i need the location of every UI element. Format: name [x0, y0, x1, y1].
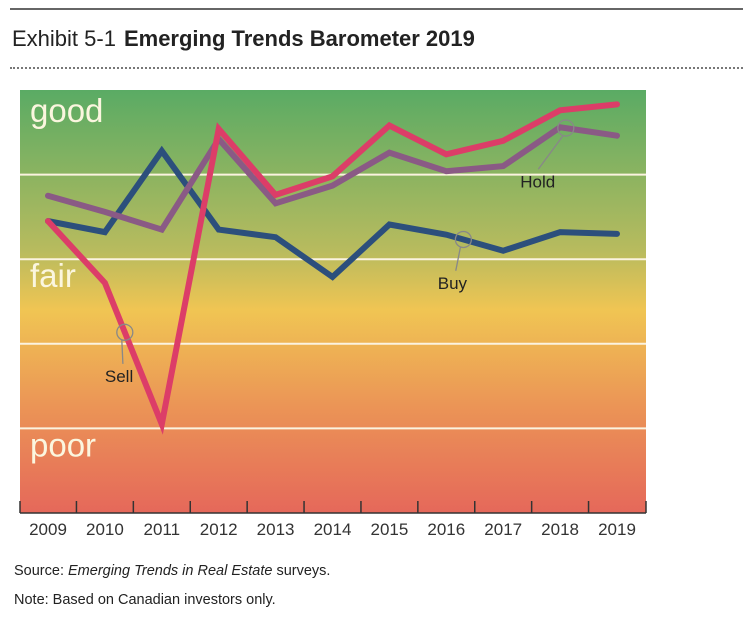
x-tick-label: 2011 — [144, 520, 181, 539]
x-tick-label: 2009 — [29, 520, 67, 539]
top-rule — [10, 8, 743, 10]
x-tick-label: 2018 — [541, 520, 579, 539]
annotation-leader-sell — [121, 340, 124, 364]
x-tick-label: 2010 — [86, 520, 124, 539]
x-tick-label: 2013 — [257, 520, 295, 539]
chart-title: Emerging Trends Barometer 2019 — [123, 26, 475, 51]
dotted-divider — [10, 67, 743, 69]
zone-label-poor: poor — [30, 426, 96, 463]
exhibit-number: Exhibit 5-1 — [12, 26, 116, 51]
x-tick-label: 2017 — [484, 520, 522, 539]
zone-label-good: good — [30, 92, 103, 129]
annotation-circle-hold — [557, 119, 575, 137]
x-tick-label: 2012 — [200, 520, 238, 539]
source-note: Source: Emerging Trends in Real Estate s… — [14, 563, 330, 579]
source-title: Emerging Trends in Real Estate — [68, 563, 273, 579]
annotation-label-hold: Hold — [520, 172, 555, 191]
source-prefix: Source: — [14, 563, 68, 579]
source-suffix: surveys. — [272, 563, 331, 579]
x-tick-label: 2016 — [427, 520, 465, 539]
annotation-circle-sell — [116, 323, 134, 341]
x-tick-label: 2015 — [370, 520, 408, 539]
plot-background — [20, 90, 646, 513]
annotation-label-buy: Buy — [438, 274, 468, 293]
annotation-leader-hold — [537, 135, 564, 170]
x-tick-label: 2014 — [314, 520, 352, 539]
annotation-label-sell: Sell — [105, 367, 133, 386]
exhibit-title: Exhibit 5-1 Emerging Trends Barometer 201… — [12, 26, 475, 52]
footnote: Note: Based on Canadian investors only. — [14, 592, 276, 608]
zone-label-fair: fair — [30, 257, 76, 294]
annotation-leader-buy — [455, 247, 462, 271]
annotation-circle-buy — [454, 230, 473, 249]
x-tick-label: 2019 — [598, 520, 636, 539]
